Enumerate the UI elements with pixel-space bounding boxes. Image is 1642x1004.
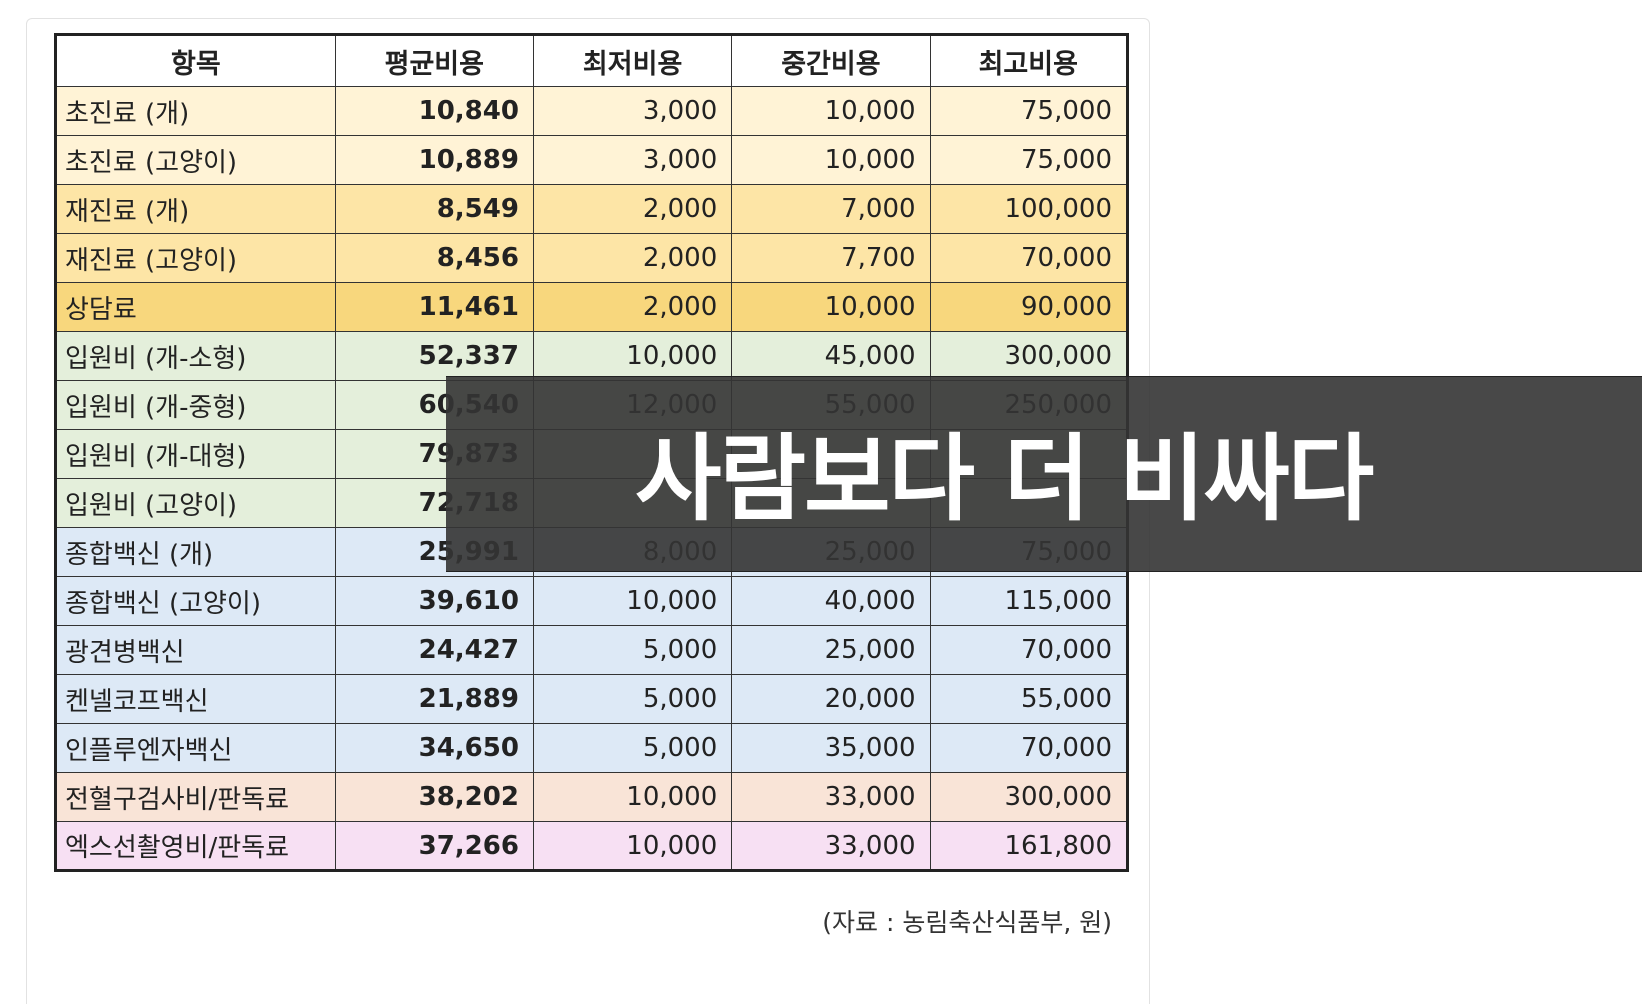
cell-mid: 33,000 bbox=[731, 821, 931, 871]
cell-avg: 10,889 bbox=[334, 135, 534, 185]
header-max: 최고비용 bbox=[929, 34, 1129, 87]
cell-max: 161,800 bbox=[929, 821, 1129, 871]
cell-min: 2,000 bbox=[532, 184, 733, 234]
caption-banner bbox=[446, 376, 1642, 572]
cell-min: 5,000 bbox=[532, 723, 733, 773]
cell-mid: 33,000 bbox=[731, 772, 931, 822]
table-row: 초진료 (개) 10,840 3,000 10,000 75,000 bbox=[55, 86, 1129, 136]
cell-min: 10,000 bbox=[532, 772, 733, 822]
cell-item: 입원비 (개-중형) bbox=[55, 380, 336, 430]
cell-min: 3,000 bbox=[532, 86, 733, 136]
cell-avg: 37,266 bbox=[334, 821, 534, 871]
cell-min: 10,000 bbox=[532, 821, 733, 871]
cell-mid: 10,000 bbox=[731, 86, 931, 136]
cell-min: 2,000 bbox=[532, 282, 733, 332]
table-row: 켄넬코프백신 21,889 5,000 20,000 55,000 bbox=[55, 674, 1129, 724]
table-row: 재진료 (개) 8,549 2,000 7,000 100,000 bbox=[55, 184, 1129, 234]
cell-item: 초진료 (고양이) bbox=[55, 135, 336, 185]
cell-avg: 10,840 bbox=[334, 86, 534, 136]
cell-min: 10,000 bbox=[532, 576, 733, 626]
cell-avg: 39,610 bbox=[334, 576, 534, 626]
cell-max: 70,000 bbox=[929, 233, 1129, 283]
table-header-row: 항목 평균비용 최저비용 중간비용 최고비용 bbox=[55, 34, 1129, 87]
cell-item: 재진료 (고양이) bbox=[55, 233, 336, 283]
table-row: 광견병백신 24,427 5,000 25,000 70,000 bbox=[55, 625, 1129, 675]
cell-max: 90,000 bbox=[929, 282, 1129, 332]
source-note: (자료 : 농림축산식품부, 원) bbox=[822, 908, 1112, 937]
cell-avg: 21,889 bbox=[334, 674, 534, 724]
cell-mid: 25,000 bbox=[731, 625, 931, 675]
cell-mid: 10,000 bbox=[731, 282, 931, 332]
table-row: 인플루엔자백신 34,650 5,000 35,000 70,000 bbox=[55, 723, 1129, 773]
cell-item: 상담료 bbox=[55, 282, 336, 332]
cell-avg: 38,202 bbox=[334, 772, 534, 822]
cell-item: 입원비 (개-소형) bbox=[55, 331, 336, 381]
cell-max: 55,000 bbox=[929, 674, 1129, 724]
cell-mid: 45,000 bbox=[731, 331, 931, 381]
header-mid: 중간비용 bbox=[731, 34, 931, 87]
cell-max: 300,000 bbox=[929, 772, 1129, 822]
header-min: 최저비용 bbox=[532, 34, 733, 87]
cell-max: 75,000 bbox=[929, 135, 1129, 185]
cell-item: 켄넬코프백신 bbox=[55, 674, 336, 724]
cell-item: 초진료 (개) bbox=[55, 86, 336, 136]
cell-avg: 24,427 bbox=[334, 625, 534, 675]
cell-min: 10,000 bbox=[532, 331, 733, 381]
table-row: 엑스선촬영비/판독료 37,266 10,000 33,000 161,800 bbox=[55, 821, 1129, 871]
cell-max: 70,000 bbox=[929, 723, 1129, 773]
table-row: 종합백신 (고양이) 39,610 10,000 40,000 115,000 bbox=[55, 576, 1129, 626]
cell-item: 입원비 (고양이) bbox=[55, 478, 336, 528]
cell-item: 광견병백신 bbox=[55, 625, 336, 675]
header-item: 항목 bbox=[55, 34, 336, 87]
cell-mid: 40,000 bbox=[731, 576, 931, 626]
cell-item: 엑스선촬영비/판독료 bbox=[55, 821, 336, 871]
cell-item: 종합백신 (개) bbox=[55, 527, 336, 577]
table-row: 재진료 (고양이) 8,456 2,000 7,700 70,000 bbox=[55, 233, 1129, 283]
table-row: 입원비 (개-소형) 52,337 10,000 45,000 300,000 bbox=[55, 331, 1129, 381]
cell-max: 300,000 bbox=[929, 331, 1129, 381]
cell-max: 70,000 bbox=[929, 625, 1129, 675]
cell-item: 재진료 (개) bbox=[55, 184, 336, 234]
cell-item: 전혈구검사비/판독료 bbox=[55, 772, 336, 822]
cell-min: 5,000 bbox=[532, 674, 733, 724]
cell-avg: 11,461 bbox=[334, 282, 534, 332]
cell-item: 입원비 (개-대형) bbox=[55, 429, 336, 479]
cell-avg: 8,456 bbox=[334, 233, 534, 283]
cell-mid: 20,000 bbox=[731, 674, 931, 724]
table-row: 전혈구검사비/판독료 38,202 10,000 33,000 300,000 bbox=[55, 772, 1129, 822]
cell-avg: 52,337 bbox=[334, 331, 534, 381]
cell-mid: 7,700 bbox=[731, 233, 931, 283]
cell-max: 115,000 bbox=[929, 576, 1129, 626]
caption-text: 사람보다 더 비싸다 bbox=[635, 425, 1374, 534]
cell-min: 2,000 bbox=[532, 233, 733, 283]
table-row: 상담료 11,461 2,000 10,000 90,000 bbox=[55, 282, 1129, 332]
cell-mid: 35,000 bbox=[731, 723, 931, 773]
cell-mid: 7,000 bbox=[731, 184, 931, 234]
cell-avg: 8,549 bbox=[334, 184, 534, 234]
cell-max: 75,000 bbox=[929, 86, 1129, 136]
cell-item: 종합백신 (고양이) bbox=[55, 576, 336, 626]
table-row: 초진료 (고양이) 10,889 3,000 10,000 75,000 bbox=[55, 135, 1129, 185]
cell-max: 100,000 bbox=[929, 184, 1129, 234]
cell-min: 5,000 bbox=[532, 625, 733, 675]
header-avg: 평균비용 bbox=[334, 34, 534, 87]
cell-item: 인플루엔자백신 bbox=[55, 723, 336, 773]
cell-min: 3,000 bbox=[532, 135, 733, 185]
cell-mid: 10,000 bbox=[731, 135, 931, 185]
cell-avg: 34,650 bbox=[334, 723, 534, 773]
